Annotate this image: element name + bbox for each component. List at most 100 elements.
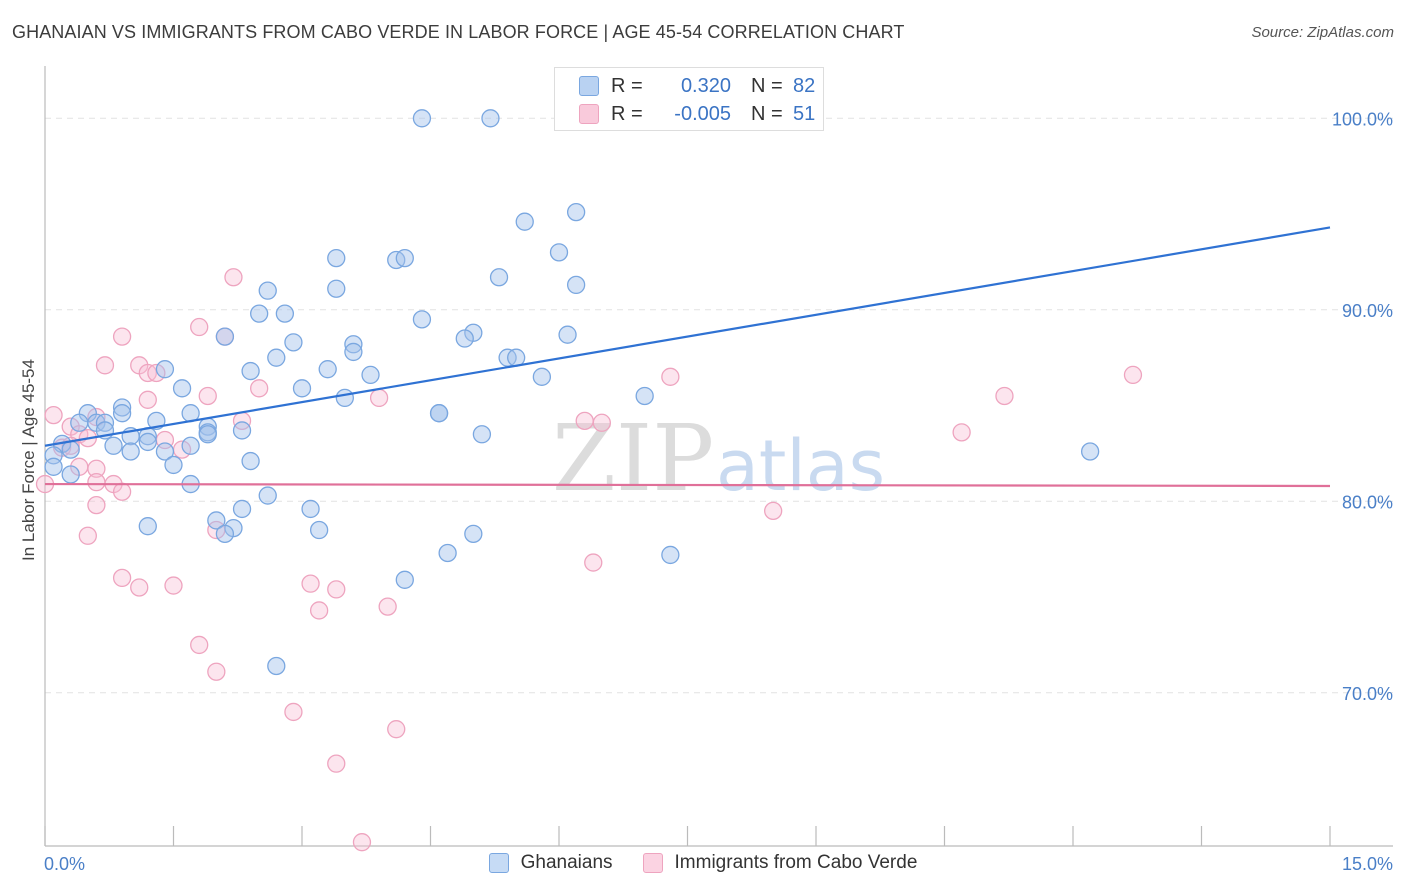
ghanaian-point-36 (112, 404, 132, 423)
ghanaian-point-64 (61, 465, 80, 484)
cabo-verde-point-9 (1123, 365, 1143, 385)
legend-r-label: R = (611, 102, 643, 125)
ghanaian-point-56 (121, 442, 140, 461)
ghanaian-point-50 (198, 425, 217, 444)
ghanaian-point-58 (61, 440, 80, 459)
series-legend-swatch (488, 853, 509, 873)
ghanaian-point-28 (361, 365, 380, 385)
ghanaian-point-74 (464, 524, 483, 544)
ghanaian-point-9 (566, 275, 586, 295)
ghanaian-point-46 (232, 421, 252, 440)
ghanaian-point-77 (395, 570, 414, 589)
ghanaian-point-10 (258, 281, 277, 300)
ghanaian-point-30 (172, 379, 192, 398)
ghanaian-point-0 (412, 109, 432, 128)
x-tick-label-0: 0.0% (44, 854, 85, 874)
legend-n-label: N = (751, 102, 783, 125)
ghanaian-point-7 (395, 248, 414, 268)
ghanaian-point-40 (70, 413, 89, 432)
cabo-verde-point-19 (592, 413, 611, 432)
legend-r-label: R = (611, 74, 643, 97)
legend-n-value: 51 (793, 102, 816, 125)
ghanaian-point-34 (112, 398, 132, 417)
ghanaian-point-54 (181, 436, 200, 455)
cabo-verde-point-30 (87, 472, 106, 492)
legend-row-ghanaians: R = 0.320 N = 82 (579, 73, 815, 99)
cabo-verde-point-0 (224, 268, 243, 287)
trend-lines (44, 226, 1331, 488)
legend-n-label: N = (751, 74, 783, 97)
cabo-verde-point-35 (764, 501, 783, 521)
cabo-verde-point-39 (112, 568, 132, 588)
ghanaian-point-25 (155, 360, 175, 379)
cabo-verde-point-43 (327, 580, 346, 599)
ghanaian-point-55 (104, 436, 123, 455)
cabo-verde-point-13 (369, 388, 389, 408)
ghanaian-point-66 (258, 486, 277, 505)
ghanaian-point-14 (412, 310, 432, 329)
cabo-verde-point-14 (995, 386, 1014, 406)
cabo-verde-point-29 (87, 459, 106, 478)
cabo-verde-point-18 (575, 411, 594, 431)
cabo-verde-point-10 (250, 379, 269, 398)
ghanaian-point-76 (661, 545, 680, 565)
cabo-verde-point-47 (207, 662, 226, 681)
ghanaian-point-75 (438, 543, 457, 563)
cabo-verde-point-51 (352, 833, 372, 852)
ghanaian-point-18 (215, 327, 235, 346)
cabo-verde-point-38 (584, 553, 603, 572)
legend-n-value: 82 (793, 74, 816, 97)
cabo-verde-point-32 (112, 482, 132, 501)
ghanaian-point-27 (318, 360, 337, 379)
ghanaian-point-63 (44, 457, 63, 476)
ghanaian-point-1 (481, 109, 500, 128)
y-tick-label-0: 100.0% (1332, 109, 1393, 129)
ghanaian-point-8 (489, 268, 509, 287)
cabo-verde-point-41 (164, 576, 183, 595)
cabo-verde-point-50 (327, 754, 346, 773)
watermark: ZIP atlas (552, 405, 885, 512)
x-tick-label-1: 15.0% (1342, 854, 1393, 874)
watermark-atlas: atlas (716, 425, 885, 507)
cabo-verde-point-40 (130, 578, 149, 597)
cabo-verde-point-1 (190, 317, 209, 337)
ghanaian-point-32 (635, 386, 654, 406)
ghanaian-point-20 (344, 335, 363, 354)
y-tick-label-2: 80.0% (1342, 492, 1393, 512)
ghanaian-point-2 (515, 212, 534, 231)
ghanaian-point-73 (215, 524, 235, 544)
series-legend-label: Ghanaians (520, 852, 613, 873)
ghanaian-point-11 (327, 279, 346, 298)
ghanaian-point-39 (429, 404, 449, 423)
cabo-verde-point-44 (309, 601, 329, 620)
ghanaian-point-15 (558, 325, 577, 344)
ghanaian-point-61 (241, 451, 260, 471)
cabo-verde-point-49 (387, 720, 406, 739)
legend-swatch-ghanaians (579, 76, 599, 96)
series-legend-label: Immigrants from Cabo Verde (674, 852, 918, 873)
ghanaian-point-72 (309, 520, 329, 540)
legend-r-value: -0.005 (674, 102, 731, 125)
ghanaian-point-42 (95, 413, 115, 432)
tick-labels: 100.0% 90.0% 80.0% 70.0% 0.0% 15.0% (44, 109, 1393, 874)
y-axis-label: In Labor Force | Age 45-54 (19, 359, 38, 561)
ghanaian-point-33 (335, 388, 354, 408)
source-note: Source: ZipAtlas.com (1251, 24, 1394, 41)
legend-row-cabo-verde: R = -0.005 N = 51 (579, 101, 815, 127)
series-legend-swatch (642, 853, 663, 873)
ghanaian-point-67 (232, 499, 252, 519)
ghanaian-point-57 (155, 442, 175, 461)
ghanaian-point-4 (549, 243, 569, 262)
cabo-verde-point-3 (112, 327, 132, 346)
chart-title: GHANAIAN VS IMMIGRANTS FROM CABO VERDE I… (12, 22, 905, 42)
grid-lines (45, 117, 1393, 694)
ghanaian-point-5 (327, 248, 346, 268)
ghanaian-point-19 (284, 333, 303, 352)
ghanaian-point-29 (532, 367, 552, 386)
ghanaian-point-68 (301, 499, 320, 519)
cabo-verde-point-15 (44, 405, 63, 425)
ghanaian-point-12 (250, 304, 269, 323)
ghanaian-point-69 (207, 511, 226, 530)
ghanaian-point-31 (292, 379, 312, 398)
